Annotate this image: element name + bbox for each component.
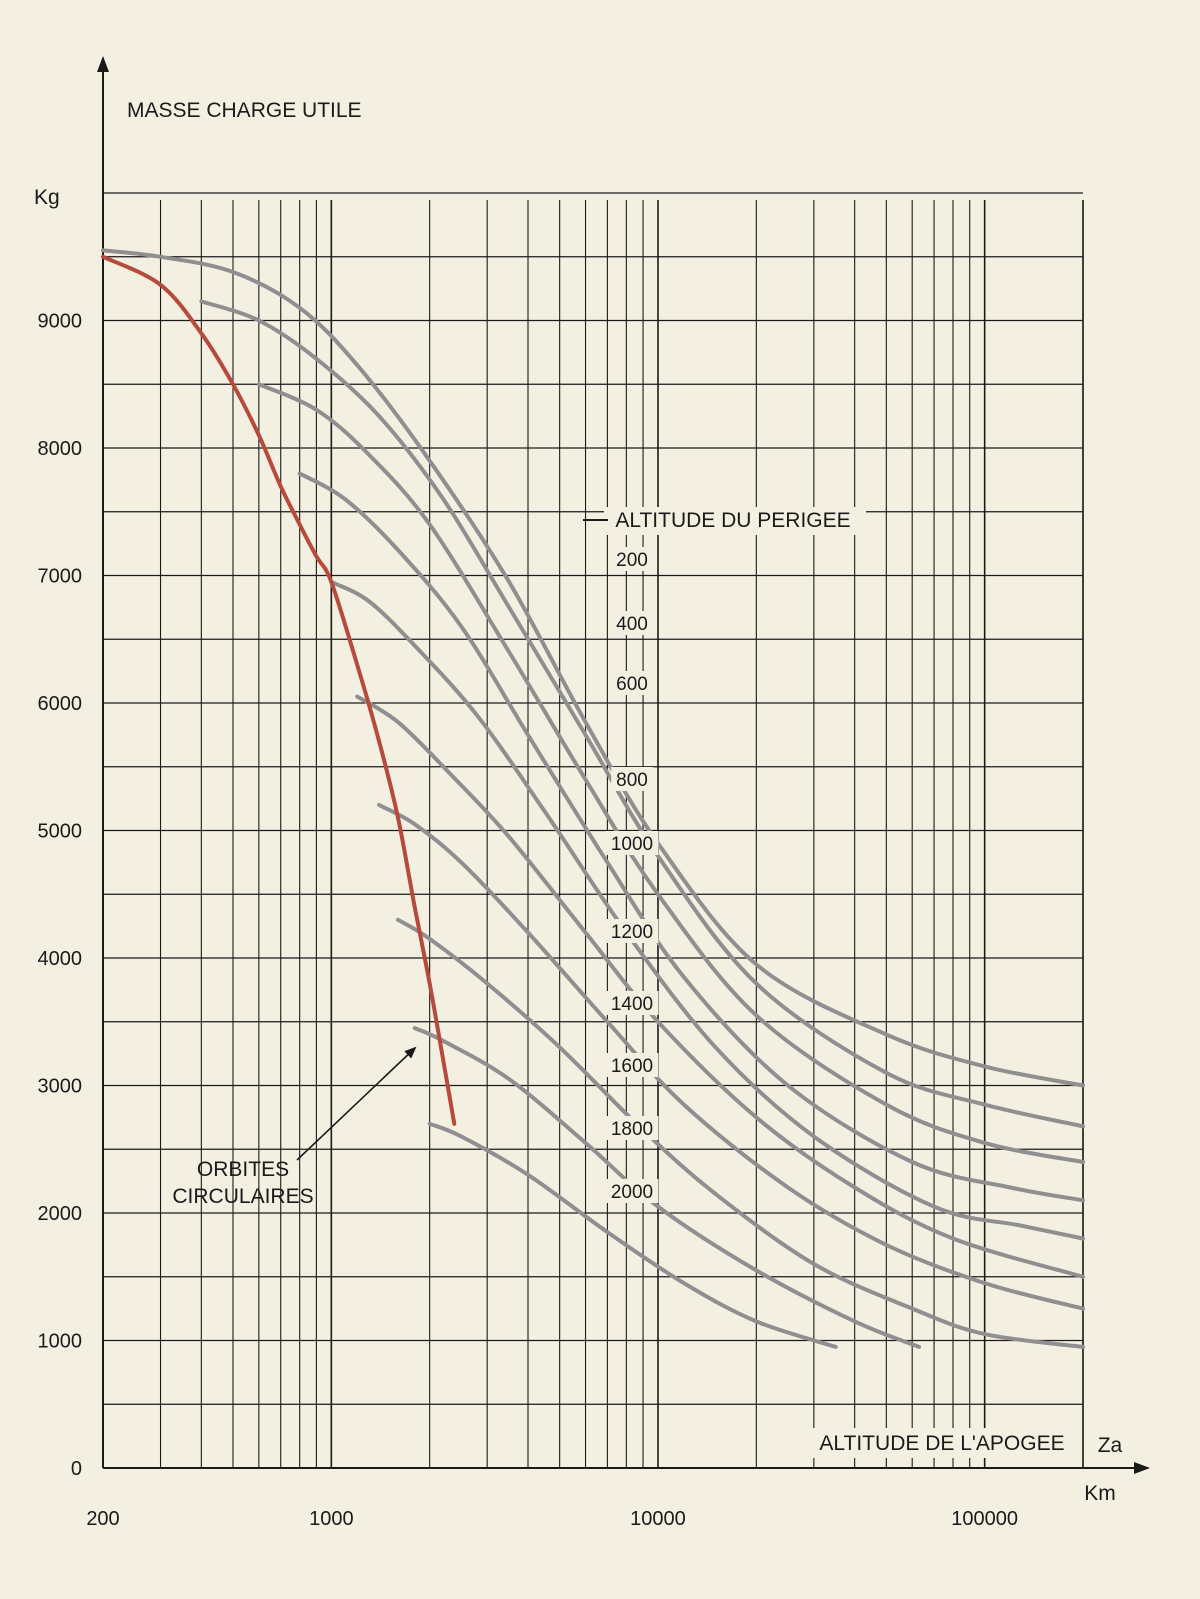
legend-title-background [604, 507, 866, 535]
chart-title: MASSE CHARGE UTILE [127, 99, 362, 122]
perigee-label-600: 600 [616, 674, 648, 695]
chart-labels: MASSE CHARGE UTILE Kg ALTITUDE DE L'APOG… [34, 99, 1123, 1505]
perigee-label-1200: 1200 [611, 922, 653, 943]
y-tick-label: 5000 [38, 821, 83, 843]
circular-orbits-pointer-arrow [296, 1046, 417, 1161]
perigee-curve-800 [297, 471, 1085, 1203]
circular-orbits-curve [101, 254, 457, 1126]
y-axis-unit: Kg [34, 186, 60, 209]
perigee-curve-2000 [427, 1121, 838, 1349]
perigee-curve-400 [199, 299, 1085, 1129]
x-axis-label-background [808, 1428, 1076, 1458]
perigee-label-2000: 2000 [611, 1182, 653, 1203]
y-tick-label: 6000 [38, 693, 83, 715]
series-lines [101, 248, 1085, 1349]
y-tick-label: 0 [71, 1458, 82, 1480]
x-tick-label: 200 [86, 1508, 119, 1530]
circular-orbits-label-line-1: ORBITES [197, 1158, 289, 1181]
x-axis-unit: Km [1084, 1482, 1116, 1505]
perigee-curve-200 [101, 248, 1085, 1088]
perigee-label-800: 800 [616, 770, 648, 791]
perigee-label-background [611, 611, 653, 635]
axes [97, 56, 1150, 1474]
series-labels: 200 400 600 800 1000 1200 1400 1600 1800 2000 [605, 547, 659, 1203]
y-tick-label: 1000 [38, 1331, 83, 1353]
y-tick-label: 8000 [38, 438, 83, 460]
perigee-label-1000: 1000 [611, 834, 653, 855]
perigee-label-1600: 1600 [611, 1056, 653, 1077]
perigee-label-background [605, 1179, 659, 1203]
y-tick-label: 7000 [38, 566, 83, 588]
y-tick-label: 3000 [38, 1076, 83, 1098]
x-tick-label: 10000 [630, 1508, 686, 1530]
grid [102, 192, 1084, 1468]
circular-orbits-label-line-2: CIRCULAIRES [172, 1185, 313, 1208]
y-tick-label: 4000 [38, 948, 83, 970]
y-tick-label: 2000 [38, 1203, 83, 1225]
perigee-label-background [611, 767, 653, 791]
perigee-label-background [605, 1053, 659, 1077]
x-axis-label: ALTITUDE DE L'APOGEE [819, 1432, 1064, 1455]
x-axis-symbol: Za [1098, 1434, 1123, 1457]
perigee-curve-1200 [355, 694, 1085, 1279]
perigee-label-background [605, 831, 659, 855]
perigee-curve-1600 [396, 917, 1085, 1349]
perigee-label-1800: 1800 [611, 1119, 653, 1140]
perigee-curve-1400 [377, 803, 1085, 1311]
perigee-label-200: 200 [616, 550, 648, 571]
y-tick-label: 9000 [38, 311, 83, 333]
x-tick-label: 100000 [951, 1508, 1018, 1530]
x-tick-label: 1000 [309, 1508, 354, 1530]
perigee-label-background [605, 919, 659, 943]
perigee-curve-600 [256, 382, 1085, 1164]
perigee-label-background [605, 991, 659, 1015]
legend-title: ALTITUDE DU PERIGEE [615, 509, 850, 532]
perigee-label-background [605, 1116, 659, 1140]
perigee-label-background [611, 671, 653, 695]
perigee-curve-1800 [412, 1026, 922, 1349]
perigee-label-background [611, 547, 653, 571]
perigee-label-400: 400 [616, 614, 648, 635]
perigee-label-1400: 1400 [611, 994, 653, 1015]
tick-labels: 0 1000 2000 3000 4000 5000 6000 7000 8000 9000 200… [38, 311, 1019, 1531]
